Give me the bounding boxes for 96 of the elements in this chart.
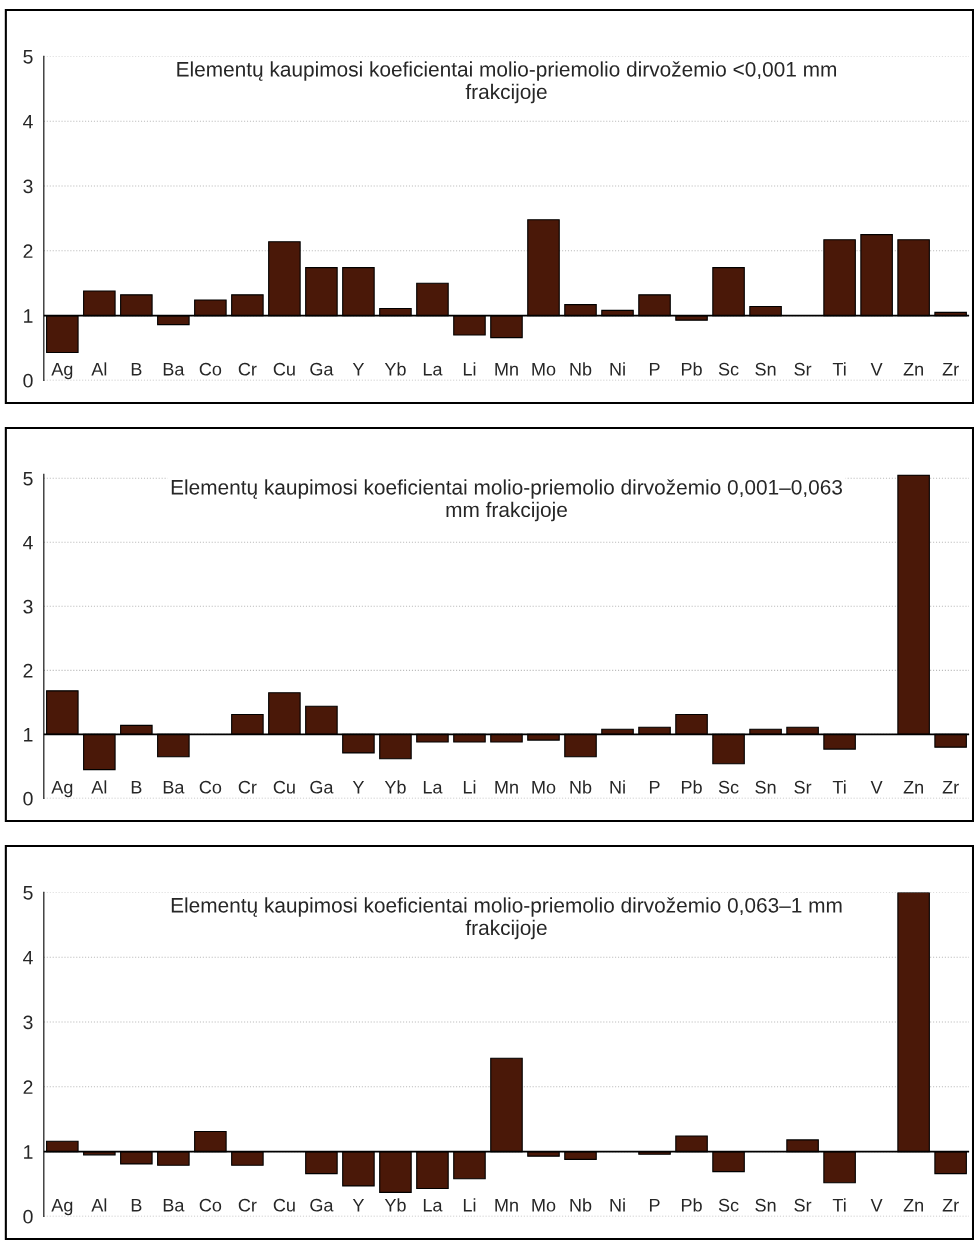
y-tick-label: 3 <box>23 179 33 194</box>
x-tick-label: Ti <box>832 780 846 794</box>
x-tick-label: Sc <box>718 362 739 376</box>
x-tick-label: Ag <box>51 1198 73 1216</box>
x-tick-label: Al <box>91 362 107 376</box>
x-tick-label: P <box>649 780 660 794</box>
y-tick-label: 4 <box>23 535 33 550</box>
x-tick-label: Cr <box>238 1198 257 1212</box>
x-tick-label: V <box>870 780 883 794</box>
x-tick-label: Co <box>199 362 222 376</box>
x-tick-label: Co <box>199 780 222 794</box>
y-tick-label: 2 <box>23 1080 33 1094</box>
y-tick-label: 4 <box>23 950 33 965</box>
text: Elementų kaupimosi koeficientai molio-priemolio dirvožemio <0,001 mm frakcijoje <box>177 61 836 104</box>
x-tick-label: Mo <box>532 362 556 376</box>
x-tick-label: Sn <box>755 362 776 376</box>
x-tick-label: Y <box>352 780 365 794</box>
x-tick-label: Al <box>91 780 107 794</box>
x-tick-label: Pb <box>681 780 702 794</box>
x-tick-label: Zr <box>942 1198 959 1212</box>
x-tick-label: Cr <box>238 780 257 794</box>
x-tick-label: La <box>423 362 443 376</box>
y-tick-label: 1 <box>24 309 33 323</box>
x-tick-label: Sn <box>755 1198 776 1212</box>
y-tick-label: 3 <box>23 1015 33 1030</box>
x-tick-label: Li <box>463 1198 476 1212</box>
x-tick-label: Ag <box>51 780 73 798</box>
x-tick-label: Ni <box>610 780 625 794</box>
x-tick-label: Mn <box>495 780 518 794</box>
x-tick-label: Nb <box>570 362 592 376</box>
x-tick-label: Co <box>199 1198 222 1212</box>
x-tick-label: V <box>870 1198 883 1212</box>
y-tick-label: 3 <box>23 599 33 614</box>
x-tick-label: Zn <box>903 780 923 794</box>
x-tick-label: Zr <box>942 362 959 376</box>
text: Elementų kaupimosi koeficientai molio-priemolio dirvožemio 0,001–0,063 mm frakcijoje <box>171 479 842 522</box>
x-tick-label: Y <box>352 1198 365 1212</box>
x-tick-label: Mo <box>532 1198 556 1212</box>
x-tick-label: Zr <box>942 780 959 794</box>
y-tick-label: 4 <box>23 114 33 129</box>
x-tick-label: Cr <box>238 362 257 376</box>
x-tick-label: Li <box>463 780 476 794</box>
x-tick-label: Ni <box>610 1198 625 1212</box>
x-tick-label: Pb <box>681 362 702 376</box>
x-tick-label: Ba <box>163 780 185 794</box>
x-tick-label: Y <box>352 362 365 376</box>
x-tick-label: V <box>870 362 883 376</box>
y-tick-label: 1 <box>24 728 33 742</box>
x-tick-label: Yb <box>384 362 406 376</box>
x-tick-label: Nb <box>570 780 592 794</box>
x-tick-label: B <box>131 1198 142 1212</box>
x-tick-label: Cu <box>273 1198 295 1212</box>
x-tick-label: Sc <box>718 780 739 794</box>
y-tick-label: 1 <box>24 1145 33 1159</box>
y-tick-label: 2 <box>23 244 33 258</box>
x-tick-label: Zn <box>903 362 923 376</box>
x-tick-label: Yb <box>384 1198 406 1212</box>
x-tick-label: B <box>131 780 142 794</box>
x-tick-label: Cu <box>273 780 295 794</box>
text: Elementų kaupimosi koeficientai molio-priemolio dirvožemio 0,063–1 mm frakcijoje <box>171 897 842 940</box>
y-tick-label: 5 <box>23 886 33 900</box>
x-tick-label: B <box>131 362 142 376</box>
x-tick-label: Ti <box>832 1198 846 1212</box>
x-tick-label: Sr <box>794 1198 812 1212</box>
x-tick-label: Sc <box>718 1198 739 1212</box>
x-tick-label: Mn <box>495 1198 518 1212</box>
x-tick-label: Ag <box>51 362 73 380</box>
x-tick-label: Al <box>91 1198 107 1212</box>
x-tick-label: Sr <box>794 362 812 376</box>
x-tick-label: Mn <box>495 362 518 376</box>
x-tick-label: La <box>423 1198 443 1212</box>
x-tick-label: Mo <box>532 780 556 794</box>
x-tick-label: P <box>649 1198 660 1212</box>
y-tick-label: 0 <box>23 373 33 388</box>
x-tick-label: Pb <box>681 1198 702 1212</box>
x-tick-label: Ba <box>163 362 185 376</box>
x-tick-label: La <box>423 780 443 794</box>
x-tick-label: Ga <box>310 780 334 794</box>
y-tick-label: 5 <box>23 471 33 486</box>
x-tick-label: Yb <box>384 780 406 794</box>
x-tick-label: Ga <box>310 1198 334 1212</box>
x-tick-label: Ga <box>310 362 334 376</box>
x-tick-label: Nb <box>570 1198 592 1212</box>
y-tick-label: 0 <box>23 1209 33 1224</box>
y-tick-label: 2 <box>23 663 33 678</box>
y-tick-label: 5 <box>23 50 33 64</box>
x-tick-label: Ba <box>163 1198 185 1212</box>
x-tick-label: Li <box>463 362 476 376</box>
x-tick-label: P <box>649 362 660 376</box>
x-tick-label: Ni <box>610 362 625 376</box>
x-tick-label: Zn <box>903 1198 923 1212</box>
x-tick-label: Sn <box>755 780 776 794</box>
x-tick-label: Ti <box>832 362 846 376</box>
x-tick-label: Sr <box>794 780 812 794</box>
x-tick-label: Cu <box>273 362 295 376</box>
y-tick-label: 0 <box>23 791 33 806</box>
